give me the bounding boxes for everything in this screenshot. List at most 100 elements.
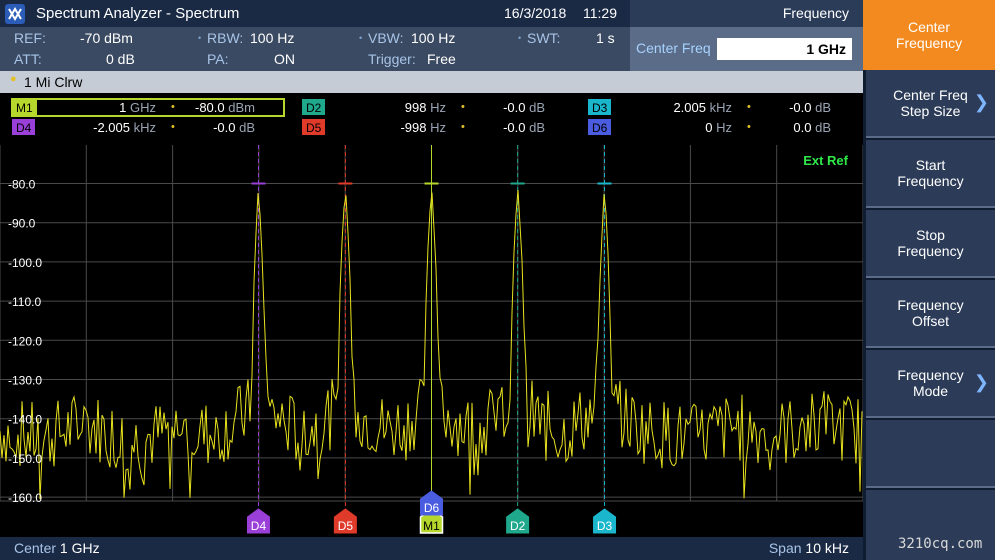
marker-level-value: -0.0 — [213, 120, 236, 135]
marker-badge-d6[interactable]: D6 — [588, 119, 612, 135]
marker-badge-d4[interactable]: D4 — [12, 119, 36, 135]
y-tick-label: -90.0 — [8, 217, 36, 231]
trace-bar[interactable]: ● 1 Mi Clrw — [0, 71, 863, 93]
y-tick-label: -130.0 — [8, 374, 42, 388]
parameter-panel[interactable]: REF: -70 dBm ATT: 0 dB • RBW: 100 Hz PA:… — [0, 27, 630, 71]
marker-level: -0.0 dB — [175, 120, 255, 135]
marker-dot-icon: • — [461, 121, 465, 133]
spectrum-trace — [0, 189, 863, 500]
marker-freq-value: 998 — [404, 100, 427, 115]
marker-level-unit: dB — [529, 100, 545, 115]
marker-level-value: -0.0 — [503, 100, 526, 115]
active-marker-frame — [11, 98, 285, 117]
pa-label: PA: — [207, 51, 229, 67]
softkey-frequency-offset[interactable]: Frequency Offset — [866, 280, 995, 348]
vbw-label: VBW: — [368, 30, 404, 46]
softkey-empty[interactable] — [866, 420, 995, 488]
chevron-right-icon: ❯ — [973, 92, 989, 112]
y-tick-label: -80.0 — [8, 178, 36, 192]
footer-center-value: 1 GHz — [59, 540, 100, 556]
rbw-label: RBW: — [207, 30, 244, 46]
y-tick-label: -110.0 — [8, 295, 41, 309]
softkey-center-freq-step-size[interactable]: Center Freq Step Size ❯ — [866, 70, 995, 138]
pa-value: ON — [274, 51, 295, 67]
softkey-center-frequency[interactable]: Center Frequency — [863, 0, 995, 70]
marker-freq-value: 0 — [705, 120, 713, 135]
marker-flag-d5[interactable]: D5 — [333, 508, 357, 534]
rohde-schwarz-logo-icon — [5, 3, 25, 24]
marker-freq-unit: Hz — [716, 120, 732, 135]
marker-frequency: -998 Hz — [330, 120, 446, 135]
marker-freq-unit: kHz — [709, 100, 732, 115]
marker-badge-d5[interactable]: D5 — [302, 119, 326, 135]
marker-dot-icon: • — [461, 101, 465, 113]
marker-flag-label: D3 — [597, 519, 613, 533]
menu-title: Frequency — [782, 5, 849, 21]
softkey-label: Stop Frequency — [897, 227, 964, 259]
footer-center: Center 1 GHz — [14, 540, 100, 556]
marker-flag-d2[interactable]: D2 — [506, 508, 530, 534]
footer-span: Span 10 kHz — [769, 540, 849, 556]
marker-level-value: -80.0 — [195, 100, 225, 115]
marker-flag-label: M1 — [423, 519, 440, 533]
marker-freq-unit: GHz — [130, 100, 156, 115]
marker-flag-d6[interactable]: D6 — [420, 490, 443, 516]
marker-dot-icon: • — [747, 101, 751, 113]
marker-level: -80.0 dBm — [175, 100, 255, 115]
center-freq-entry: Center Freq 1 GHz — [630, 27, 863, 71]
marker-freq-unit: Hz — [430, 100, 446, 115]
vbw-value: 100 Hz — [411, 30, 456, 46]
marker-flag-shape — [246, 508, 270, 534]
marker-level-value: -0.0 — [503, 120, 526, 135]
date-display: 16/3/2018 — [504, 5, 567, 21]
vbw-auto-dot-icon: • — [359, 33, 363, 43]
marker-freq-value: -2.005 — [93, 120, 130, 135]
marker-level: 0.0 dB — [751, 120, 831, 135]
marker-flag-label: D6 — [424, 501, 440, 515]
marker-flag-shape — [333, 508, 357, 534]
marker-frequency: -2.005 kHz — [40, 120, 156, 135]
softkey-panel: Center Frequency Center Freq Step Size ❯ St… — [863, 0, 995, 560]
marker-dot-icon: • — [171, 121, 175, 133]
trigger-value: Free — [427, 51, 456, 67]
swt-auto-dot-icon: • — [518, 33, 522, 43]
marker-level: -0.0 dB — [465, 120, 545, 135]
marker-flag-shape — [593, 508, 617, 534]
title-bar: Spectrum Analyzer - Spectrum — [0, 0, 630, 27]
marker-flag-d3[interactable]: D3 — [593, 508, 617, 534]
center-freq-input[interactable]: 1 GHz — [717, 38, 852, 60]
softkey-label: Frequency Offset — [897, 297, 964, 329]
spectrum-plot[interactable]: -80.0 -90.0 -100.0 -110.0 -120.0 -130.0 -140.0… — [0, 141, 863, 537]
marker-flag-label: D4 — [251, 519, 267, 533]
marker-badge-d2[interactable]: D2 — [302, 99, 326, 115]
att-label: ATT: — [14, 51, 42, 67]
footer-center-label: Center — [14, 540, 57, 556]
softkey-label: Frequency Mode — [897, 367, 964, 399]
marker-badge-d3[interactable]: D3 — [588, 99, 612, 115]
softkey-label: Start Frequency — [897, 157, 964, 189]
marker-level-unit: dB — [529, 120, 545, 135]
softkey-start-frequency[interactable]: Start Frequency — [866, 140, 995, 208]
marker-frequency: 2.005 kHz — [616, 100, 732, 115]
att-value: 0 dB — [106, 51, 135, 67]
softkey-frequency-mode[interactable]: Frequency Mode ❯ — [866, 350, 995, 418]
softkey-stop-frequency[interactable]: Stop Frequency — [866, 210, 995, 278]
ext-ref-annotation: Ext Ref — [803, 153, 848, 168]
marker-level: -0.0 dB — [751, 100, 831, 115]
footer-bar: Center 1 GHz Span 10 kHz — [0, 537, 863, 560]
footer-span-label: Span — [768, 540, 802, 556]
marker-frequency: 998 Hz — [330, 100, 446, 115]
trace-label: 1 Mi Clrw — [24, 74, 83, 90]
trace-dot-icon: ● — [10, 73, 17, 85]
marker-level-unit: dB — [815, 120, 831, 135]
rbw-auto-dot-icon: • — [198, 33, 202, 43]
marker-flag-d4[interactable]: D4 — [246, 508, 270, 534]
marker-level-value: 0.0 — [793, 120, 812, 135]
marker-flag-shape — [506, 508, 530, 534]
spectrum-chart[interactable]: -80.0 -90.0 -100.0 -110.0 -120.0 -130.0 -140.0… — [0, 141, 863, 537]
softkey-label: Center Frequency — [895, 19, 963, 51]
marker-flag-label: D5 — [338, 519, 354, 533]
marker-freq-value: 1 — [119, 100, 127, 115]
y-tick-label: -160.0 — [8, 491, 42, 505]
softkey-empty[interactable] — [866, 490, 995, 560]
